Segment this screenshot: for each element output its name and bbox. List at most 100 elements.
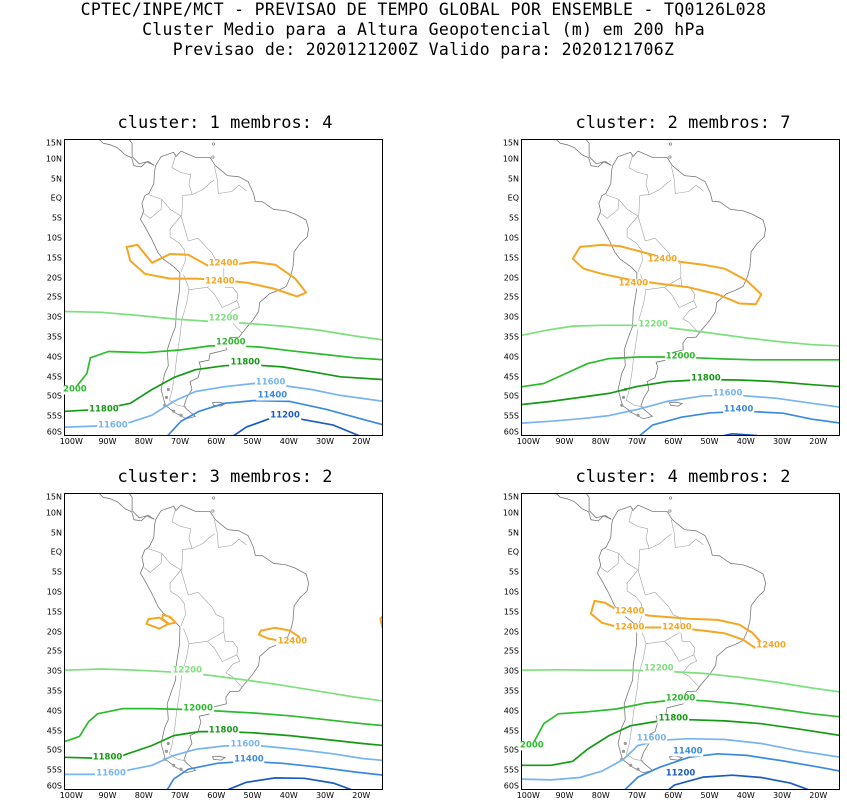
fjord-detail [620, 403, 624, 407]
lat-tick-label: 25S [46, 646, 62, 656]
contour-line-11800 [522, 378, 839, 406]
lat-tick-label: 60S [503, 781, 519, 791]
contour-label: 11600 [229, 739, 262, 749]
lon-tick-label: 20W [809, 791, 828, 800]
panel-1-title: cluster: 1 membros: 4 [117, 113, 333, 133]
contour-line-12000 [65, 707, 382, 743]
country-border [682, 654, 700, 688]
contour-line-12400 [145, 616, 170, 630]
lat-tick-label: 55S [503, 411, 519, 421]
contour-label: 12400 [613, 622, 646, 633]
lat-tick-label: 35S [46, 686, 62, 696]
lon-tick-label: 30W [772, 437, 792, 446]
panel-cluster-1: 12400 12400 12200 12000 11800 11600 11400 11200… [46, 139, 389, 446]
contour-line-11400 [167, 399, 382, 435]
fjord-detail [179, 767, 183, 771]
lon-tick-label: 30W [315, 437, 335, 446]
contour-label: 12400 [617, 278, 650, 288]
contour-line-12200 [522, 668, 839, 693]
coastline-falklands [669, 401, 683, 407]
lat-tick-label: 30S [503, 312, 519, 322]
contour-line-11200 [722, 432, 759, 435]
lon-tick-label: 50W [700, 791, 719, 800]
contour-label: 12000 [664, 351, 697, 362]
contour-label: 12000 [664, 693, 697, 704]
island [211, 509, 215, 513]
lon-tick-label: 30W [315, 791, 335, 800]
fjord-detail [172, 763, 176, 767]
header-title-line3: Previsao de: 2020121200Z Valido para: 20… [172, 40, 675, 59]
lon-tick-label: 40W [279, 791, 298, 800]
lat-tick-label: 15S [503, 253, 519, 263]
country-border [214, 165, 247, 194]
lat-tick-label: 5N [507, 528, 519, 538]
lat-tick-label: 5S [51, 567, 62, 577]
lon-tick-label: 20W [809, 437, 828, 446]
lat-tick-label: 15N [45, 492, 62, 502]
contour-label: 12400 [613, 606, 646, 617]
lat-tick-label: 10N [502, 154, 519, 164]
fjord-detail [621, 749, 626, 753]
lat-tick-label: 60S [503, 427, 519, 437]
contour-line-12200 [65, 668, 382, 702]
lat-tick-label: 5N [50, 528, 62, 538]
fjord-detail [172, 409, 176, 413]
fjord-detail [636, 413, 640, 417]
lat-tick-label: 45S [503, 726, 519, 736]
country-border [169, 643, 190, 762]
coastline-central-america-pacific [556, 140, 612, 168]
map-svg [522, 140, 839, 435]
lat-tick-label: 10N [45, 154, 62, 164]
fjord-detail [166, 741, 170, 746]
lon-tick-label: 40W [279, 437, 298, 446]
country-border [161, 199, 186, 273]
lat-tick-label: 35S [503, 332, 519, 342]
contour-line-11800 [522, 718, 839, 767]
country-border [207, 277, 239, 308]
lon-tick-label: 30W [772, 791, 792, 800]
lon-tick-label: 60W [664, 437, 683, 446]
lon-tick-label: 90W [555, 791, 574, 800]
fjord-detail [179, 413, 183, 417]
country-border [192, 533, 215, 549]
lat-tick-label: 55S [46, 411, 62, 421]
lat-tick-label: 45S [46, 726, 62, 736]
map-svg [65, 140, 382, 435]
lon-tick-label: 100W [59, 437, 83, 446]
lon-tick-label: 90W [98, 437, 117, 446]
panel-cluster-4: 12400 12400 12400 12400 12200 12000 11800 11600… [503, 493, 846, 800]
contour-line-11200 [668, 774, 809, 789]
lat-tick-label: 15S [46, 253, 62, 263]
country-border [207, 631, 239, 662]
island [212, 142, 216, 146]
island [669, 496, 673, 500]
contour-line-11200 [227, 777, 352, 789]
contour-label: 12400 [646, 254, 679, 265]
country-border [600, 194, 620, 219]
lon-tick-label: 60W [207, 791, 226, 800]
contour-line-11600 [522, 394, 839, 424]
contour-label: 12200 [171, 665, 204, 676]
contour-line-11400 [624, 752, 839, 789]
country-border [649, 179, 672, 195]
contour-line-11400 [166, 760, 382, 789]
lat-tick-label: 10S [46, 233, 62, 243]
lon-tick-label: 70W [170, 791, 190, 800]
fjord-detail [623, 741, 627, 746]
lat-tick-label: 45S [503, 372, 519, 382]
map-svg [65, 494, 382, 789]
lat-tick-label: EQ [507, 547, 519, 557]
lat-tick-label: 5N [507, 174, 519, 184]
coastline-south-america [140, 150, 309, 420]
contour-label: 12000 [182, 703, 214, 714]
lat-tick-label: EQ [507, 193, 519, 203]
lon-tick-label: 20W [352, 437, 371, 446]
country-border [171, 153, 193, 217]
lon-tick-label: 40W [736, 437, 755, 446]
contour-label: 11600 [711, 388, 744, 399]
contour-line-11400 [639, 410, 839, 435]
panel-2-title: cluster: 2 membros: 7 [575, 113, 791, 133]
header-title-line1: CPTEC/INPE/MCT - PREVISAO DE TEMPO GLOBA… [80, 0, 767, 19]
lat-tick-label: 25S [503, 646, 519, 656]
lat-tick-label: 35S [503, 686, 519, 696]
